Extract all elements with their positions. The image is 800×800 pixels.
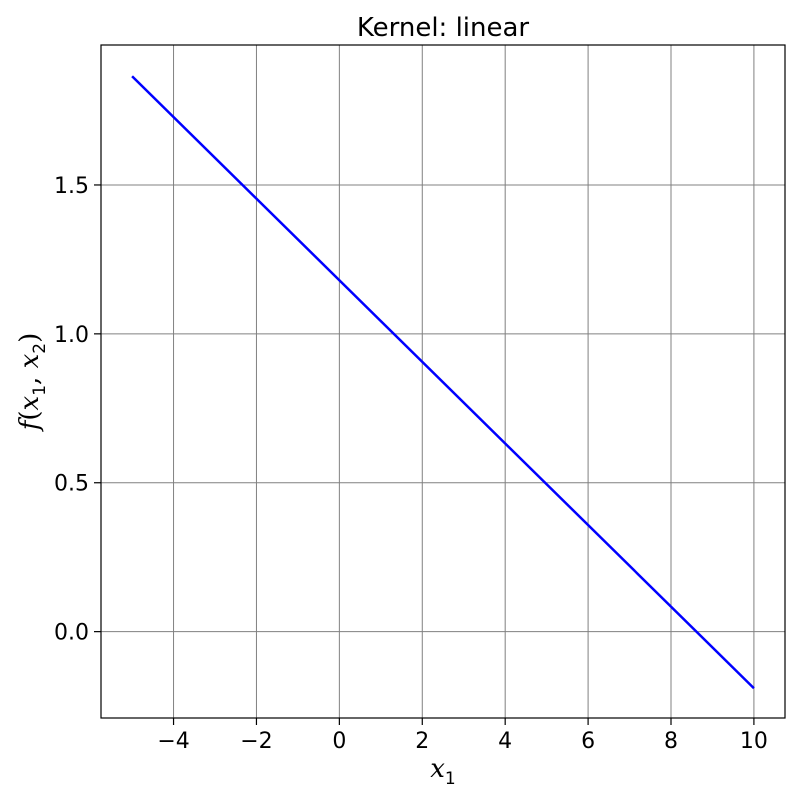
x-axis-label-var: x [430,754,445,784]
x-tick-label: 8 [664,729,678,754]
y-axis-label: f(x1, x2) [15,333,50,432]
series-layer [131,75,755,690]
x-axis-label-sub: 1 [445,769,456,789]
grid [101,45,785,718]
x-tick-label: 6 [581,729,595,754]
plot-frame [100,44,786,719]
ticks [94,184,755,725]
x-tick-label: 4 [498,729,512,754]
series-line [131,75,755,690]
y-axis-label-sub2: 2 [30,343,50,354]
y-axis-label-sub1: 1 [30,385,50,396]
y-axis-label-var2: x [15,353,45,368]
y-axis-label-close-paren: ) [15,333,45,343]
y-axis-label-comma: , [15,368,45,385]
y-tick-labels: 0.0 0.5 1.0 1.5 [54,174,89,646]
y-axis-label-var1: x [15,395,45,410]
y-axis-label-open-paren: ( [15,410,45,420]
x-tick-label: −2 [240,729,272,754]
y-tick-label: 0.5 [54,472,89,497]
x-tick-label: 0 [332,729,346,754]
y-tick-label: 1.5 [54,174,89,199]
x-tick-labels: −4 −2 0 2 4 6 8 10 [157,729,768,754]
x-tick-label: 10 [740,729,768,754]
x-tick-label: −4 [157,729,189,754]
y-tick-label: 0.0 [54,621,89,646]
y-tick-label: 1.0 [54,323,89,348]
x-axis-label: x1 [430,754,456,789]
chart-title: Kernel: linear [357,13,530,43]
x-tick-label: 2 [415,729,429,754]
